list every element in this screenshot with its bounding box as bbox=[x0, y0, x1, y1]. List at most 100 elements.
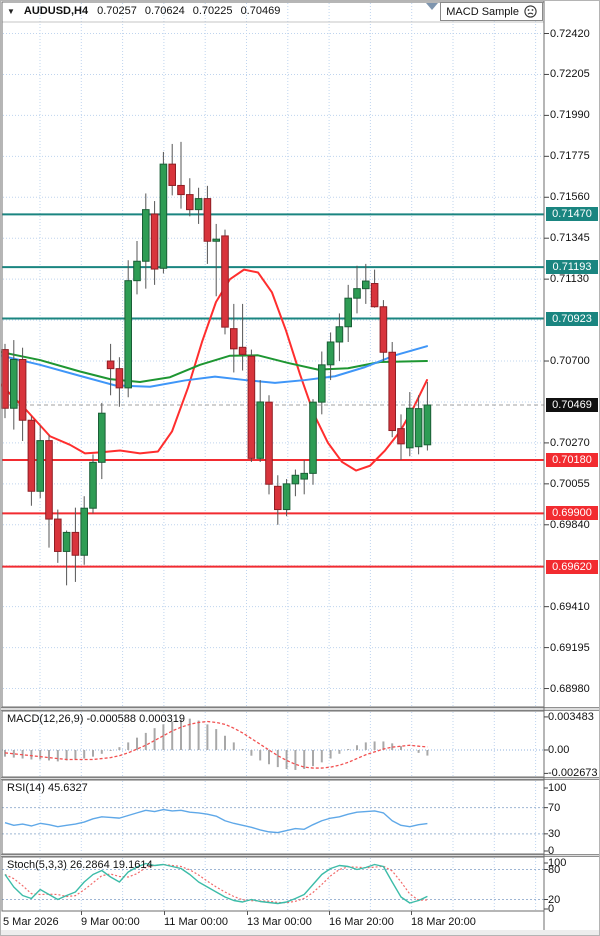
symbol-label: AUDUSD,H4 bbox=[23, 5, 89, 17]
bear-candle bbox=[45, 440, 53, 520]
bull-candle bbox=[406, 407, 414, 449]
bear-candle bbox=[274, 485, 282, 511]
bear-candle bbox=[230, 328, 238, 350]
bull-candle bbox=[159, 163, 168, 269]
bull-candle bbox=[423, 404, 432, 446]
candles-layer bbox=[1, 141, 432, 586]
ea-status-sad-face-icon[interactable] bbox=[524, 5, 537, 18]
stoch-panel-title: Stoch(5,3,3) 26.2864 19.1614 bbox=[7, 859, 153, 871]
time-axis-label: 13 Mar 00:00 bbox=[247, 916, 312, 928]
bull-candle bbox=[282, 483, 291, 511]
bull-candle bbox=[89, 461, 97, 509]
stoch-title: Stoch(5,3,3) bbox=[7, 859, 67, 871]
rsi-values: 45.6327 bbox=[47, 782, 88, 794]
time-axis-label: 5 Mar 2026 bbox=[3, 916, 59, 928]
stoch-axis-label: 80 bbox=[548, 863, 561, 876]
macd-title: MACD(12,26,9) bbox=[7, 713, 84, 725]
bear-candle bbox=[168, 163, 176, 186]
bull-candle bbox=[318, 364, 326, 403]
bear-candle bbox=[150, 213, 159, 270]
price-level-badge-current: 0.70469 bbox=[546, 398, 598, 412]
bull-candle bbox=[291, 474, 300, 485]
bear-candle bbox=[397, 428, 405, 445]
bear-candle bbox=[106, 360, 115, 370]
macd-values: -0.000588 0.000319 bbox=[86, 713, 185, 725]
stoch-axis-label: 0 bbox=[548, 903, 555, 915]
price-axis-label: 0.72420 bbox=[550, 27, 590, 40]
price-axis-label: 0.71775 bbox=[550, 150, 590, 163]
bull-candle bbox=[362, 280, 370, 290]
bull-candle bbox=[335, 326, 344, 343]
symbol-dropdown-icon[interactable]: ▼ bbox=[7, 6, 15, 16]
price-axis-label: 0.70270 bbox=[550, 436, 590, 449]
price-axis-label: 0.71560 bbox=[550, 191, 590, 204]
time-axis-label: 18 Mar 20:00 bbox=[411, 916, 476, 928]
ea-name-box[interactable]: MACD Sample bbox=[440, 2, 543, 21]
bull-candle bbox=[142, 209, 150, 262]
rsi-axis-label: 30 bbox=[548, 827, 561, 840]
ma-blue-line bbox=[0, 345, 428, 388]
bull-candle bbox=[326, 341, 335, 366]
chart-header: ▼ AUDUSD,H4 0.70257 0.70624 0.70225 0.70… bbox=[7, 5, 280, 17]
bear-candle bbox=[388, 351, 396, 432]
bear-candle bbox=[177, 184, 185, 196]
stoch-panel bbox=[2, 858, 544, 910]
ma-red-line bbox=[0, 268, 428, 472]
bear-candle bbox=[265, 401, 273, 485]
ohlc-readout: 0.70257 0.70624 0.70225 0.70469 bbox=[97, 5, 281, 17]
stoch-axis-label: 20 bbox=[548, 893, 561, 906]
bull-candle bbox=[10, 358, 18, 409]
price-axis-label: 0.72205 bbox=[550, 68, 590, 81]
price-level-badge-resistance: 0.70923 bbox=[546, 311, 598, 326]
price-axis-label: 0.71130 bbox=[550, 273, 589, 286]
bear-candle bbox=[203, 198, 212, 242]
bull-candle bbox=[194, 198, 203, 211]
bear-candle bbox=[221, 235, 229, 328]
rsi-axis-label: 70 bbox=[548, 801, 561, 814]
rsi-panel-title: RSI(14) 45.6327 bbox=[7, 782, 88, 794]
price-level-badge-support: 0.69620 bbox=[546, 559, 598, 574]
macd-panel-title: MACD(12,26,9) -0.000588 0.000319 bbox=[7, 713, 185, 725]
bull-candle bbox=[256, 401, 264, 459]
rsi-title: RSI(14) bbox=[7, 782, 45, 794]
bull-candle bbox=[98, 412, 106, 463]
time-axis-label: 9 Mar 00:00 bbox=[81, 916, 140, 928]
bear-candle bbox=[1, 349, 9, 409]
price-level-badge-support: 0.70180 bbox=[546, 453, 598, 468]
bull-candle bbox=[124, 280, 133, 389]
bear-candle bbox=[71, 531, 80, 556]
bull-candle bbox=[309, 401, 317, 474]
bull-candle bbox=[62, 531, 71, 552]
bull-candle bbox=[133, 260, 141, 282]
bear-candle bbox=[238, 346, 247, 355]
price-level-badge-resistance: 0.71193 bbox=[546, 260, 598, 275]
stoch-k-line bbox=[4, 862, 428, 905]
stoch-axis-label: 100 bbox=[548, 857, 567, 869]
time-axis-label: 11 Mar 00:00 bbox=[164, 916, 229, 928]
bull-candle bbox=[36, 440, 45, 492]
bear-candle bbox=[54, 518, 62, 552]
price-level-badge-resistance: 0.71470 bbox=[546, 207, 598, 222]
rsi-panel bbox=[2, 781, 544, 853]
bear-candle bbox=[27, 419, 36, 492]
chart-scroll-marker-icon bbox=[426, 3, 438, 10]
ea-name-label: MACD Sample bbox=[446, 5, 519, 18]
stoch-values: 26.2864 19.1614 bbox=[69, 859, 153, 871]
macd-axis-label: 0.00 bbox=[548, 744, 570, 756]
bull-candle bbox=[344, 297, 352, 328]
macd-panel bbox=[2, 712, 544, 776]
rsi-axis-label: 0 bbox=[548, 845, 555, 857]
bear-candle bbox=[186, 194, 194, 211]
price-axis-label: 0.68980 bbox=[550, 682, 590, 695]
bear-candle bbox=[370, 283, 379, 308]
price-chart-panel bbox=[0, 3, 544, 706]
macd-axis-label: -0.002673 bbox=[548, 767, 598, 780]
price-axis-label: 0.69410 bbox=[550, 600, 590, 613]
price-axis-label: 0.69195 bbox=[550, 641, 590, 654]
bear-candle bbox=[18, 358, 27, 421]
bull-candle bbox=[353, 288, 361, 299]
macd-signal-line bbox=[4, 720, 428, 769]
bear-candle bbox=[247, 355, 256, 459]
